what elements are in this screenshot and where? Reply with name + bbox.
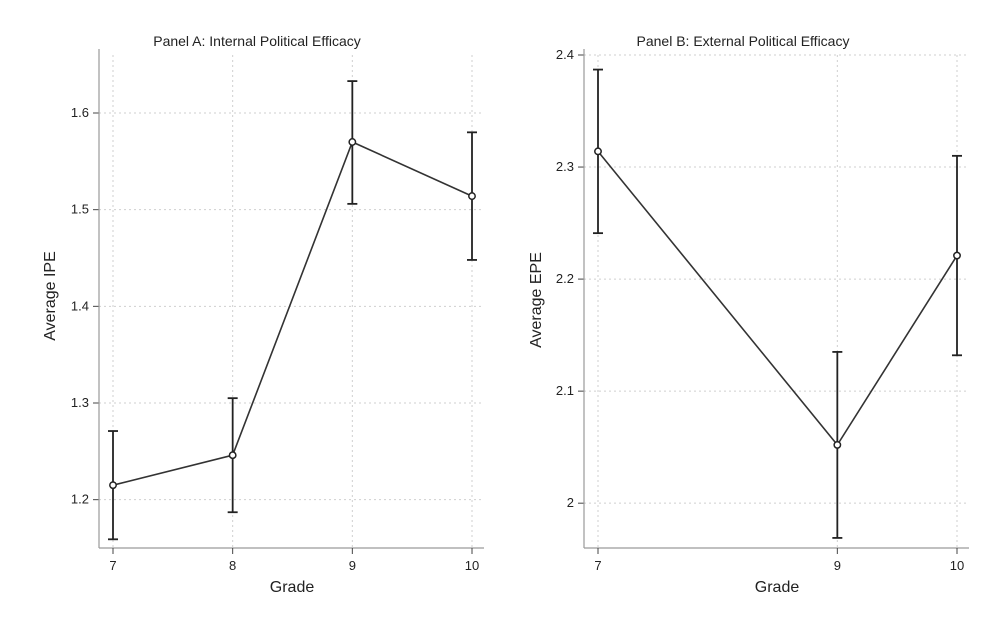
panel-b-ytick-label: 2.1 <box>556 383 574 398</box>
panel-b-xtick-label: 10 <box>950 558 964 573</box>
panel-b-data-point <box>594 147 602 156</box>
panel-b-ytick-label: 2.3 <box>556 159 574 174</box>
panel-a-ytick-label: 1.3 <box>71 395 89 410</box>
panel-b-ytick-label: 2.2 <box>556 271 574 286</box>
panel-b-data-point <box>953 251 961 260</box>
panel-a-ylabel: Average IPE <box>42 251 59 341</box>
panel-a-xtick-label: 8 <box>229 558 236 573</box>
panel-b-ylabel: Average EPE <box>528 252 545 348</box>
panel-b-ytick-label: 2.4 <box>556 47 574 62</box>
panel-a-xtick-label: 7 <box>109 558 116 573</box>
panel-b-data-point <box>833 440 842 449</box>
panel-a-ytick-label: 1.6 <box>71 105 89 120</box>
panel-a-ytick-label: 1.4 <box>71 298 89 313</box>
panel-a-ytick-label: 1.2 <box>71 492 89 507</box>
panel-b-xlabel: Grade <box>755 579 800 596</box>
panel-a-data-point <box>468 192 476 201</box>
panel-a-xtick-label: 9 <box>349 558 356 573</box>
panel-b-xtick-label: 7 <box>594 558 601 573</box>
panel-a-xlabel: Grade <box>270 579 315 596</box>
panel-b: Panel B: External Political Efficacy Gra… <box>528 33 969 596</box>
panel-a-series-line <box>112 140 473 486</box>
panel-a-ytick-label: 1.5 <box>71 202 89 217</box>
panel-b-xtick-label: 9 <box>834 558 841 573</box>
panel-a-data-point <box>348 138 357 146</box>
panel-b-ytick-label: 2 <box>567 495 574 510</box>
panel-a-xtick-label: 10 <box>465 558 479 573</box>
panel-a-title: Panel A: Internal Political Efficacy <box>153 33 361 49</box>
panel-a: Panel A: Internal Political Efficacy Gra… <box>42 33 484 596</box>
panel-a-data-point <box>228 451 237 460</box>
panel-a-data-point <box>109 481 117 490</box>
panel-b-series-line <box>597 150 958 447</box>
panel-b-title: Panel B: External Political Efficacy <box>637 33 850 49</box>
